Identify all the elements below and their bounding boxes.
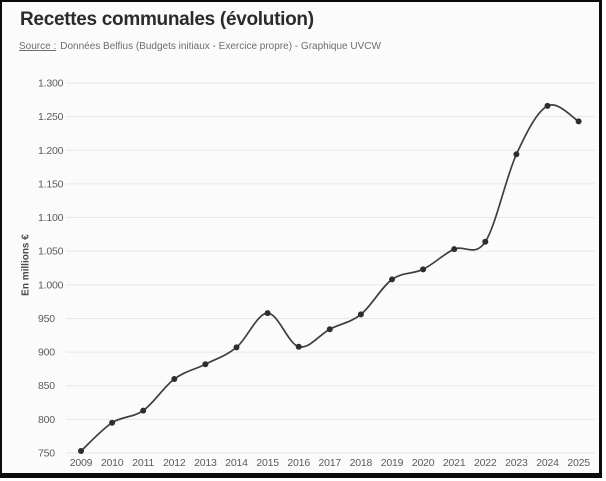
data-point-2024 — [544, 102, 551, 109]
y-axis-tick-label: 1.300 — [38, 78, 64, 90]
x-axis-tick-label: 2015 — [256, 457, 279, 469]
data-point-2025 — [575, 118, 582, 125]
data-point-2012 — [171, 376, 178, 382]
source-link[interactable]: Source : — [19, 41, 57, 52]
y-axis-tick-label: 1.050 — [38, 246, 64, 258]
data-point-2019 — [389, 276, 395, 283]
data-point-2023 — [513, 151, 520, 158]
data-point-2010 — [109, 419, 116, 426]
data-point-2014 — [233, 344, 240, 351]
y-axis-tick-label: 800 — [38, 414, 55, 426]
data-point-2020 — [420, 266, 427, 273]
data-point-2018 — [357, 311, 364, 318]
x-axis-tick-label: 2011 — [132, 457, 154, 469]
x-axis-tick-label: 2014 — [225, 457, 248, 469]
x-axis-tick-label: 2024 — [536, 457, 559, 469]
y-axis-tick-label: 850 — [38, 380, 55, 392]
x-axis-tick-label: 2010 — [101, 457, 124, 469]
x-axis-tick-label: 2017 — [319, 457, 342, 469]
data-point-2016 — [295, 343, 302, 350]
y-axis-tick-label: 950 — [38, 313, 55, 325]
x-axis-tick-label: 2018 — [350, 457, 373, 469]
data-point-2022 — [482, 238, 489, 245]
data-point-2013 — [202, 361, 209, 368]
y-axis-tick-label: 1.200 — [38, 145, 64, 157]
data-point-2021 — [451, 246, 458, 253]
y-axis-tick-label: 1.150 — [38, 178, 64, 190]
source-text: Données Belfius (Budgets initiaux - Exer… — [60, 41, 381, 52]
y-axis-tick-label: 1.100 — [38, 212, 64, 224]
chart-title: Recettes communales (évolution) — [20, 9, 314, 30]
data-point-2017 — [326, 326, 333, 333]
x-axis-tick-label: 2022 — [474, 457, 497, 469]
x-axis-tick-label: 2025 — [567, 457, 590, 469]
x-axis-tick-label: 2013 — [194, 457, 217, 469]
y-axis-tick-label: 1.000 — [38, 279, 64, 291]
y-axis-tick-label: 900 — [38, 347, 55, 359]
y-axis-tick-label: 750 — [38, 448, 55, 460]
line-chart: 750 800 850 900 950 1.000 1.050 1.100 1.150 1.200… — [38, 78, 595, 469]
x-axis-tick-label: 2012 — [163, 457, 186, 469]
x-axis-tick-label: 2021 — [443, 457, 466, 469]
x-axis-tick-label: 2020 — [412, 457, 435, 469]
data-point-2011 — [140, 407, 147, 414]
y-axis-tick-label: 1.250 — [38, 111, 64, 123]
data-point-2009 — [78, 447, 84, 454]
data-point-2015 — [264, 310, 271, 317]
x-axis-tick-label: 2009 — [70, 457, 93, 469]
x-axis-tick-label: 2019 — [381, 457, 404, 469]
source-line: Source : Données Belfius (Budgets initiau… — [19, 41, 381, 52]
series-line — [80, 104, 580, 452]
x-axis-tick-label: 2023 — [505, 457, 528, 469]
x-axis-tick-label: 2016 — [287, 457, 310, 469]
